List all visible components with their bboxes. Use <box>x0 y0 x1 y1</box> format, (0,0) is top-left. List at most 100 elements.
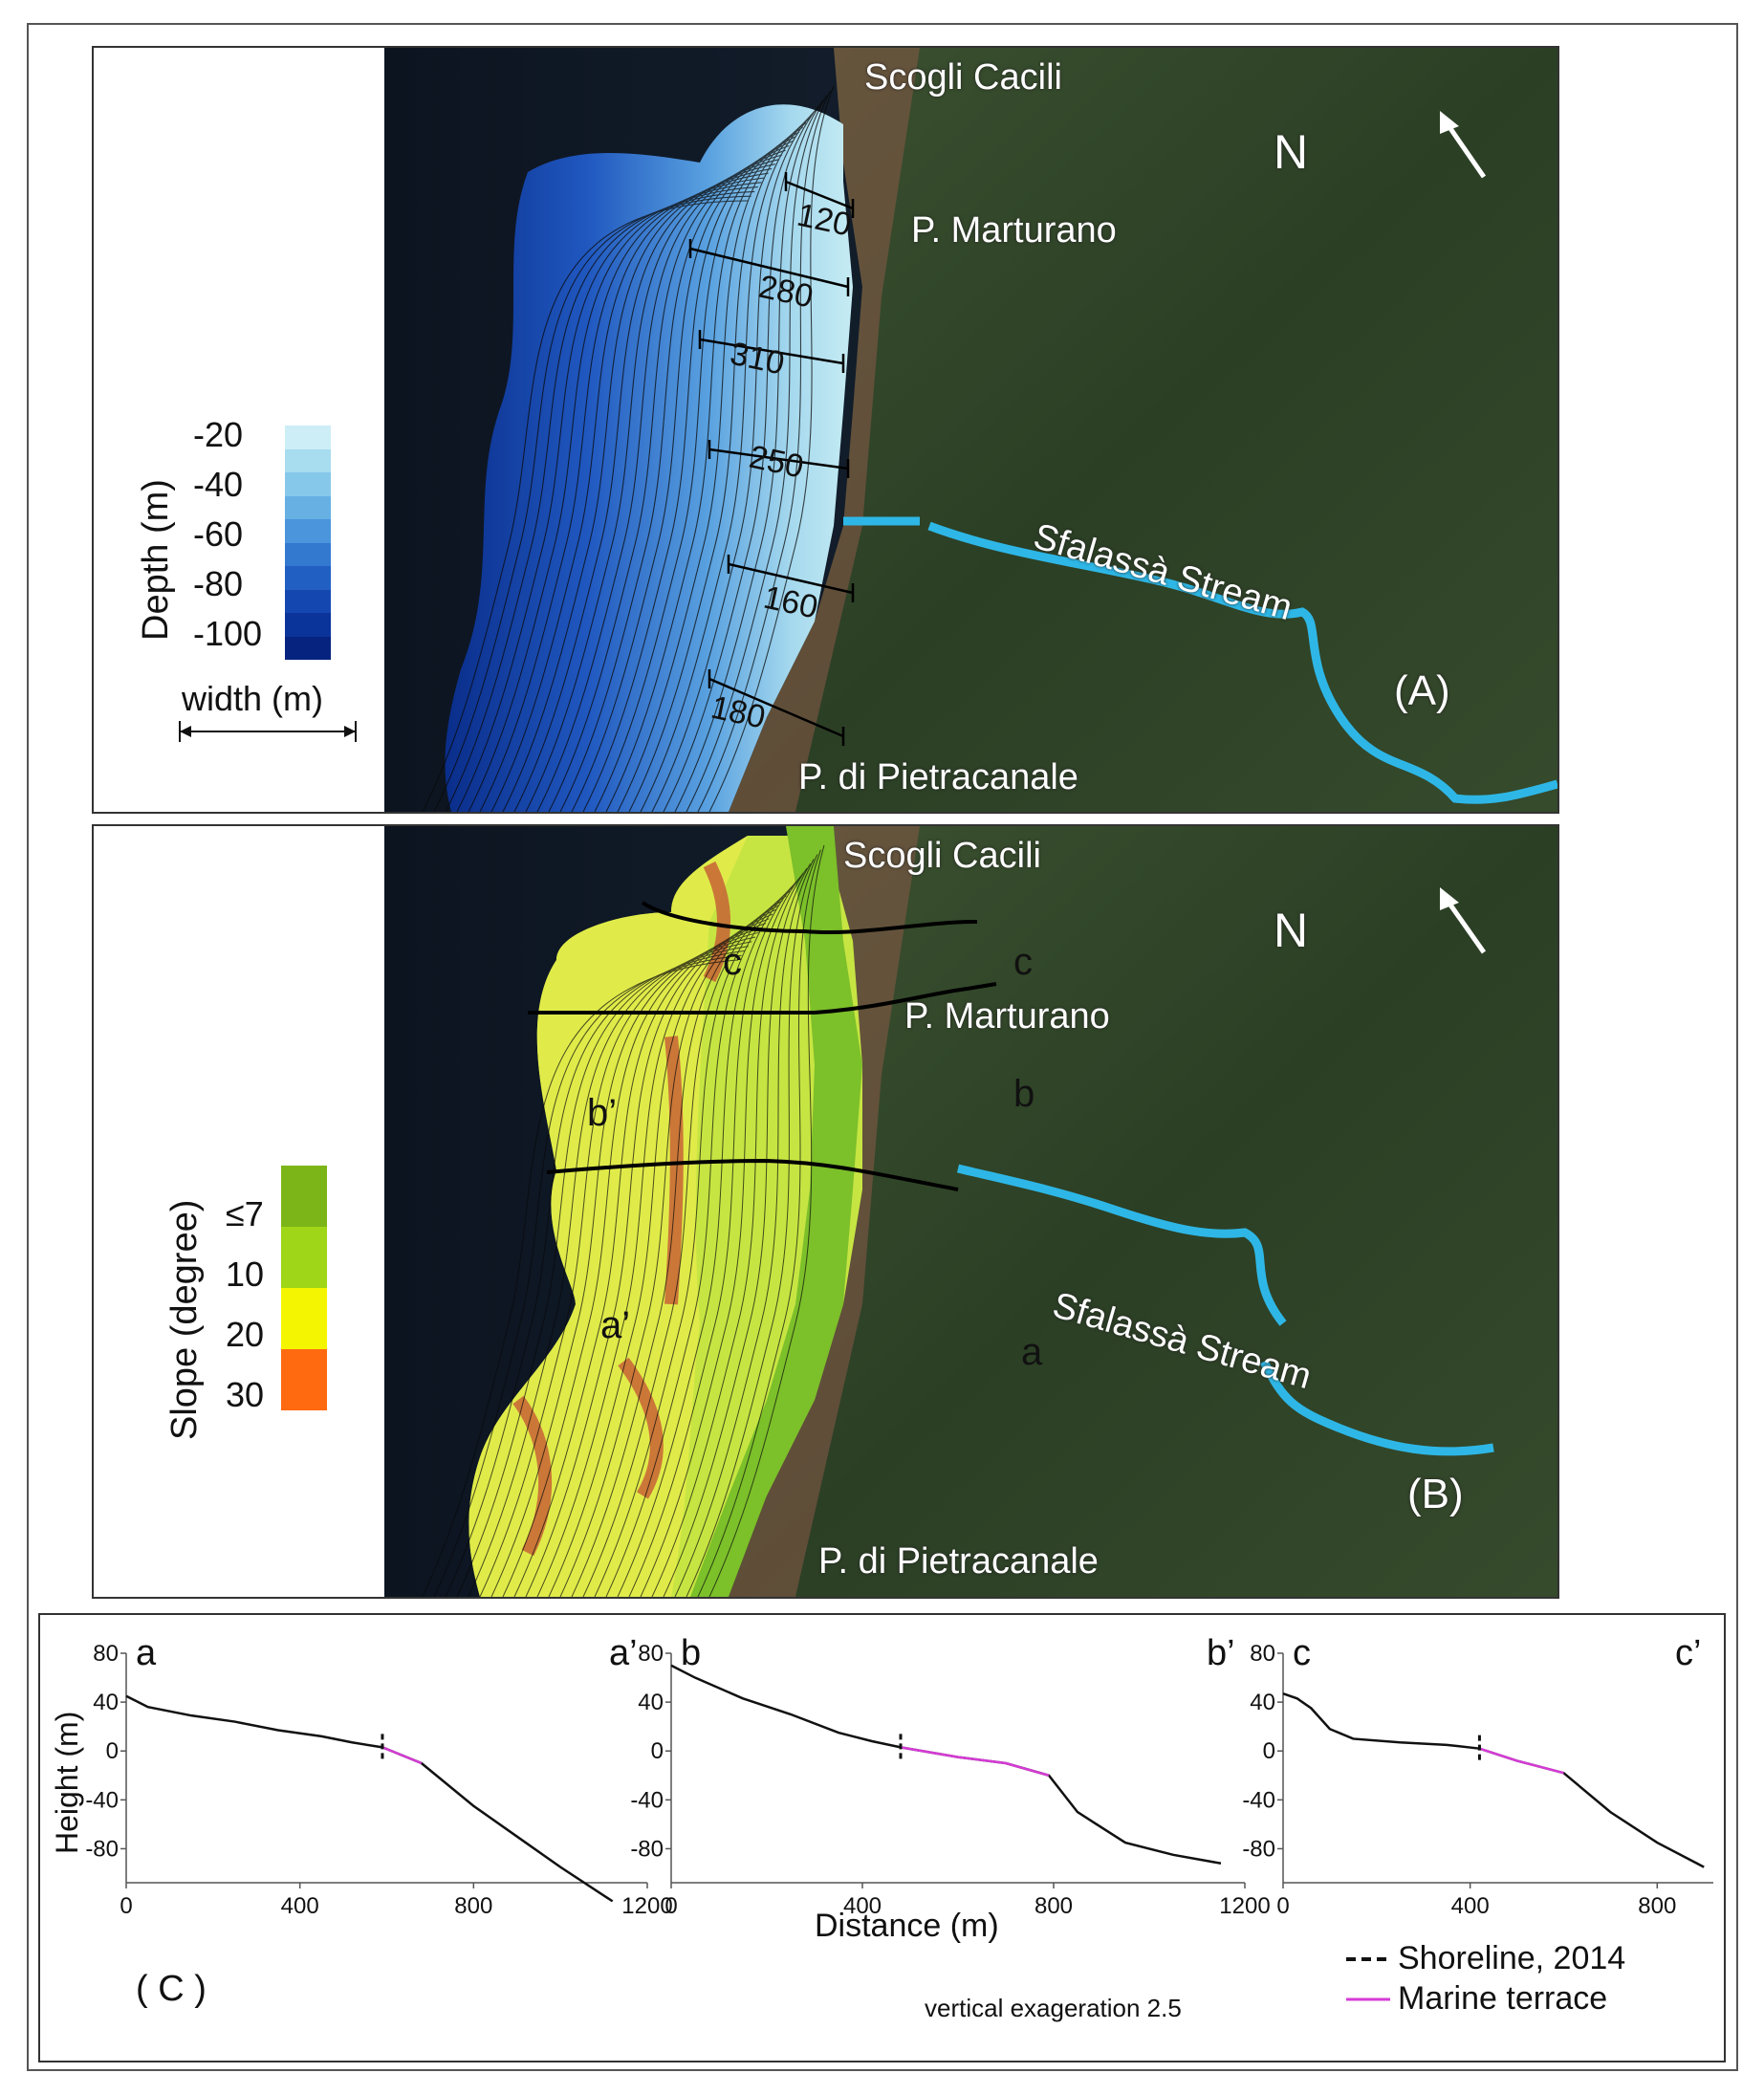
x-tick-label: 400 <box>1451 1893 1490 1919</box>
slope-tick-label: 30 <box>226 1375 265 1414</box>
north-label: N <box>1274 125 1309 179</box>
stream-line-b <box>956 1164 1494 1456</box>
north-arrow-icon-b <box>1440 887 1487 954</box>
x-tick-label: 0 <box>1276 1893 1289 1919</box>
legend-shoreline: Shoreline, 2014 <box>1398 1940 1626 1976</box>
profile-end-label: c’ <box>1675 1633 1701 1673</box>
x-tick-label: 1200 <box>621 1893 672 1919</box>
depth-swatch <box>285 636 331 660</box>
x-tick-label: 1200 <box>1219 1893 1270 1919</box>
panel-c-label: ( C ) <box>136 1969 207 2009</box>
profile-label-b-prime: b’ <box>587 1092 618 1134</box>
place-scogli-cacili: Scogli Cacili <box>864 57 1062 98</box>
x-tick-label: 800 <box>1034 1893 1073 1919</box>
terrace-segment <box>1479 1747 1564 1775</box>
depth-tick-label: -40 <box>193 465 244 504</box>
profile-end-label: a’ <box>609 1633 638 1673</box>
slope-tick-label: 10 <box>226 1255 265 1294</box>
y-tick-label: 80 <box>1250 1641 1275 1667</box>
profile-line-c <box>641 901 978 935</box>
depth-swatch <box>285 613 331 637</box>
depth-tick-label: -60 <box>193 514 244 554</box>
profile-label-b: b <box>1013 1073 1035 1115</box>
y-tick-label: 80 <box>93 1641 119 1667</box>
width-label: width (m) <box>182 679 324 718</box>
depth-swatch <box>285 472 331 496</box>
x-tick-label: 400 <box>843 1893 882 1919</box>
depth-tick-label: -80 <box>193 564 244 603</box>
slope-swatch <box>281 1288 327 1349</box>
slope-swatch <box>281 1166 327 1227</box>
slope-legend-title: Slope (degree) <box>164 1199 205 1440</box>
profile-start-label: b <box>681 1633 701 1673</box>
profile-end-label: b’ <box>1207 1633 1235 1673</box>
y-tick-label: 80 <box>638 1641 664 1667</box>
width-arrow <box>708 447 849 470</box>
depth-swatch <box>285 448 331 472</box>
y-tick-label: 40 <box>93 1690 119 1715</box>
profile-line-a <box>546 1158 959 1191</box>
panel-a-depth-map: Depth (m) -20 -40 -60 -80 -100 width (m) <box>92 46 1559 814</box>
y-tick-label: -80 <box>85 1836 119 1862</box>
legend-terrace: Marine terrace <box>1398 1980 1608 2017</box>
profile-line <box>125 1694 614 1903</box>
north-arrow-icon <box>1440 111 1487 179</box>
place-p-marturano: P. Marturano <box>911 210 1117 251</box>
y-tick-label: 40 <box>638 1690 664 1715</box>
slope-map-image <box>384 826 1557 1597</box>
x-tick-label: 800 <box>1638 1893 1676 1919</box>
x-tick-label: 400 <box>281 1893 319 1919</box>
stream-line <box>843 516 1557 804</box>
profile-label-c-end: c <box>1013 941 1033 983</box>
profile-label-a: a <box>1021 1331 1043 1373</box>
profiles-xlabel: Distance (m) <box>815 1908 999 1944</box>
y-tick-label: 0 <box>106 1738 119 1764</box>
x-tick-label: 0 <box>120 1893 132 1919</box>
width-arrow-icon <box>179 721 357 742</box>
depth-tick-label: -100 <box>193 614 263 653</box>
panel-b-slope-map: Slope (degree) ≤7 10 20 30 N Scogli Caci <box>92 824 1559 1599</box>
place-pietracanale: P. di Pietracanale <box>798 757 1078 797</box>
place-p-marturano-b: P. Marturano <box>904 996 1110 1037</box>
profile-line-b <box>528 982 997 1015</box>
depth-legend-title: Depth (m) <box>136 479 176 641</box>
panel-b-label: (B) <box>1407 1471 1464 1517</box>
profile-line <box>1282 1691 1705 1868</box>
profiles-ylabel: Height (m) <box>50 1711 84 1854</box>
x-tick-label: 800 <box>454 1893 492 1919</box>
slope-swatch <box>281 1227 327 1288</box>
profile-label-c: c <box>723 941 742 983</box>
panel-c-profiles: 80 40 0 -40 -80 0 400 800 1200 a a’ 80 40 0 -40 -80 0 400… <box>38 1613 1726 2062</box>
terrace-segment <box>900 1746 1050 1777</box>
north-label-b: N <box>1274 904 1309 957</box>
panel-a-label: (A) <box>1394 667 1450 714</box>
y-tick-label: -40 <box>630 1787 664 1813</box>
place-pietracanale-b: P. di Pietracanale <box>818 1541 1099 1582</box>
width-arrow <box>689 247 849 289</box>
depth-swatch <box>285 495 331 519</box>
place-scogli-cacili-b: Scogli Cacili <box>843 836 1041 876</box>
profile-label-a-prime: a’ <box>600 1304 631 1346</box>
width-arrow <box>785 180 854 210</box>
y-tick-label: 0 <box>1263 1738 1275 1764</box>
depth-swatch <box>285 426 331 449</box>
terrace-segment <box>381 1746 423 1765</box>
depth-color-bar <box>285 426 331 660</box>
profile-start-label: c <box>1293 1633 1311 1673</box>
y-tick-label: -80 <box>630 1836 664 1862</box>
profile-line <box>670 1664 1222 1866</box>
slope-tick-label: 20 <box>226 1315 265 1354</box>
width-arrow <box>699 338 844 365</box>
depth-swatch <box>285 589 331 613</box>
y-tick-label: 40 <box>1250 1690 1275 1715</box>
y-tick-label: -40 <box>1242 1787 1275 1813</box>
slope-tick-label: ≤7 <box>226 1194 264 1233</box>
x-tick-label: 0 <box>664 1893 677 1919</box>
y-tick-label: -80 <box>1242 1836 1275 1862</box>
